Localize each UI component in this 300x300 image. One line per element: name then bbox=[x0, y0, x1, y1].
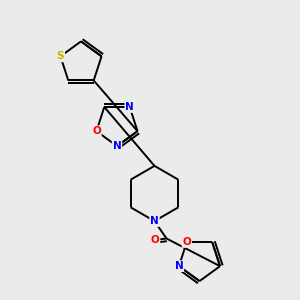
Text: N: N bbox=[175, 261, 183, 271]
Text: N: N bbox=[125, 102, 134, 112]
Text: S: S bbox=[57, 51, 64, 61]
Text: O: O bbox=[92, 126, 101, 136]
Text: O: O bbox=[182, 237, 191, 247]
Text: N: N bbox=[112, 141, 122, 151]
Text: O: O bbox=[151, 235, 160, 245]
Text: N: N bbox=[150, 216, 159, 226]
